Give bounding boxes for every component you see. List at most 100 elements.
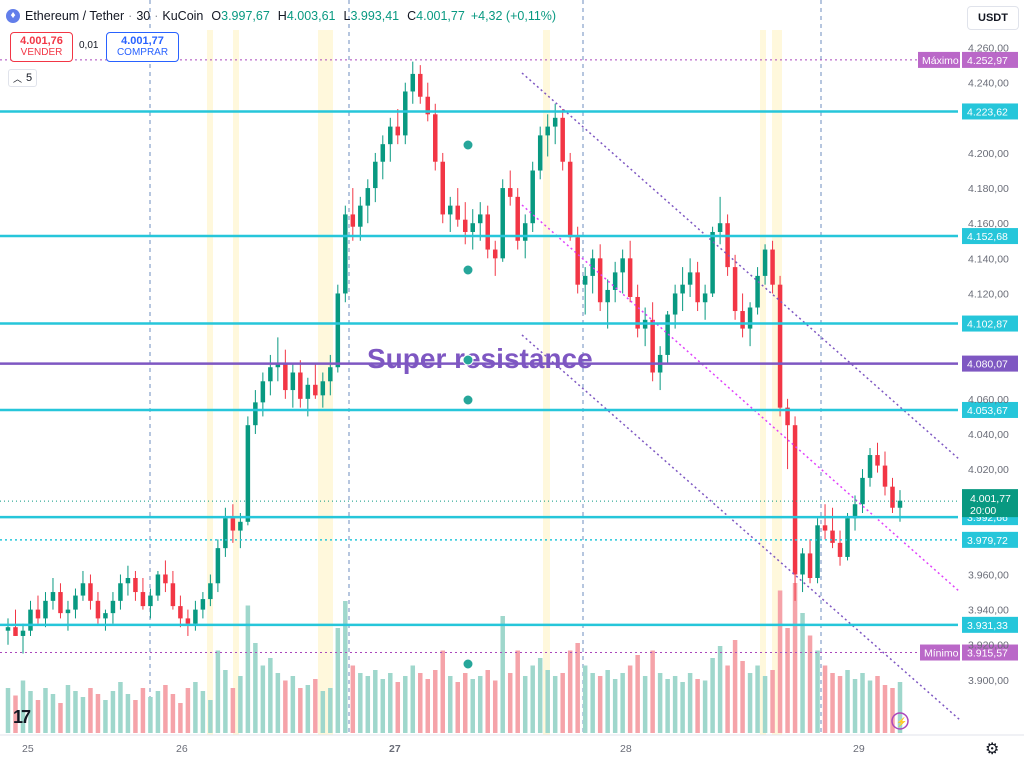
candle-body bbox=[223, 518, 228, 549]
y-tick-label: 3.960,00 bbox=[968, 569, 1009, 581]
level-price-text: 4.053,67 bbox=[967, 405, 1008, 417]
candle-body bbox=[687, 272, 693, 285]
buy-button[interactable]: 4.001,77 COMPRAR bbox=[106, 32, 179, 62]
candle-body bbox=[852, 504, 858, 519]
buy-label: COMPRAR bbox=[116, 47, 169, 58]
tradingview-logo[interactable]: 17 bbox=[13, 707, 31, 727]
x-tick-label: 29 bbox=[853, 743, 865, 755]
candle-body bbox=[305, 384, 311, 399]
volume-bar bbox=[313, 679, 318, 733]
high-value: 4.003,61 bbox=[286, 9, 336, 23]
last-price-text: 4.001,77 bbox=[970, 493, 1011, 505]
volume-bar bbox=[350, 665, 356, 733]
y-tick-label: 4.140,00 bbox=[968, 253, 1009, 265]
candle-body bbox=[875, 455, 880, 466]
volume-bar bbox=[515, 650, 520, 733]
y-tick-label: 4.120,00 bbox=[968, 288, 1009, 300]
candle-body bbox=[373, 161, 378, 189]
candle-body bbox=[747, 307, 753, 329]
candle-body bbox=[260, 381, 266, 403]
candle-body bbox=[665, 314, 670, 355]
session-band bbox=[772, 30, 782, 735]
settings-gear-icon[interactable]: ⚙ bbox=[985, 741, 1000, 758]
candle-body bbox=[380, 144, 386, 162]
channel-lower-line bbox=[521, 334, 961, 721]
candle-body bbox=[710, 231, 715, 294]
candle-body bbox=[200, 599, 206, 610]
candle-body bbox=[170, 583, 176, 607]
volume-bar bbox=[380, 679, 386, 733]
indicators-toggle[interactable]: ︿ 5 bbox=[8, 69, 38, 87]
volume-bar bbox=[65, 685, 71, 733]
y-tick-label: 4.240,00 bbox=[968, 78, 1009, 90]
level-price-tag bbox=[962, 531, 1018, 548]
volume-bar bbox=[103, 700, 108, 733]
volume-bar bbox=[597, 676, 603, 733]
sell-button[interactable]: 4.001,76 VENDER bbox=[10, 32, 73, 62]
session-band bbox=[760, 30, 766, 735]
candle-body bbox=[590, 258, 595, 276]
candle-body bbox=[73, 595, 78, 610]
max-price-tag bbox=[962, 51, 1018, 68]
volume-bar bbox=[522, 676, 528, 733]
candle-body bbox=[605, 289, 610, 303]
chevron-up-icon: ︿ bbox=[13, 73, 23, 84]
volume-bar bbox=[118, 682, 123, 733]
spread-value: 0,01 bbox=[79, 40, 99, 51]
candle-body bbox=[567, 161, 573, 238]
candle-body bbox=[388, 126, 393, 145]
candle-body bbox=[800, 553, 805, 575]
volume-bar bbox=[238, 676, 243, 733]
volume-bar bbox=[507, 673, 513, 733]
candle-body bbox=[545, 126, 550, 136]
sell-label: VENDER bbox=[20, 47, 63, 58]
candle-body bbox=[530, 170, 535, 224]
volume-bar bbox=[140, 688, 146, 733]
low-label: L bbox=[343, 9, 351, 23]
volume-bar bbox=[433, 670, 438, 733]
currency-selector[interactable]: USDT bbox=[967, 6, 1019, 30]
level-price-tag bbox=[962, 315, 1018, 332]
candle-body bbox=[358, 205, 363, 227]
level-price-tag bbox=[962, 355, 1018, 372]
volume-bar bbox=[35, 700, 41, 733]
session-band bbox=[318, 30, 333, 735]
candle-body bbox=[335, 293, 341, 368]
symbol-name[interactable]: Ethereum / Tether bbox=[25, 9, 125, 23]
volume-bar bbox=[590, 673, 595, 733]
volume-bar bbox=[732, 640, 738, 733]
channel-mid-line bbox=[521, 204, 961, 593]
candle-body bbox=[770, 249, 775, 285]
volume-bar bbox=[582, 665, 588, 733]
candle-body bbox=[365, 188, 371, 206]
volume-bar bbox=[612, 679, 618, 733]
candle-body bbox=[35, 609, 41, 619]
volume-bar bbox=[148, 697, 153, 733]
candle-body bbox=[867, 455, 873, 478]
candle-body bbox=[732, 267, 738, 312]
candle-body bbox=[822, 525, 828, 531]
candle-body bbox=[635, 296, 640, 329]
volume-bar bbox=[58, 703, 63, 733]
symbol-header[interactable]: ♦ Ethereum / Tether · 30 · KuCoin O 3.997… bbox=[6, 6, 556, 26]
volume-bar bbox=[13, 695, 18, 733]
candle-body bbox=[148, 595, 153, 607]
y-tick-label: 4.160,00 bbox=[968, 218, 1009, 230]
candle-body bbox=[792, 425, 798, 575]
session-band bbox=[207, 30, 213, 735]
interval[interactable]: 30 bbox=[136, 9, 151, 23]
candle-body bbox=[597, 258, 603, 303]
volume-bar bbox=[867, 680, 873, 733]
candle-body bbox=[290, 372, 296, 391]
session-band bbox=[233, 30, 239, 735]
x-tick-label: 26 bbox=[176, 743, 188, 755]
y-tick-label: 4.200,00 bbox=[968, 148, 1009, 160]
volume-bar bbox=[50, 694, 56, 733]
candle-body bbox=[43, 600, 48, 619]
volume-bar bbox=[373, 670, 378, 733]
candle-body bbox=[343, 214, 348, 294]
session-band bbox=[543, 30, 550, 735]
candle-body bbox=[275, 363, 281, 368]
volume-bar bbox=[343, 601, 348, 733]
